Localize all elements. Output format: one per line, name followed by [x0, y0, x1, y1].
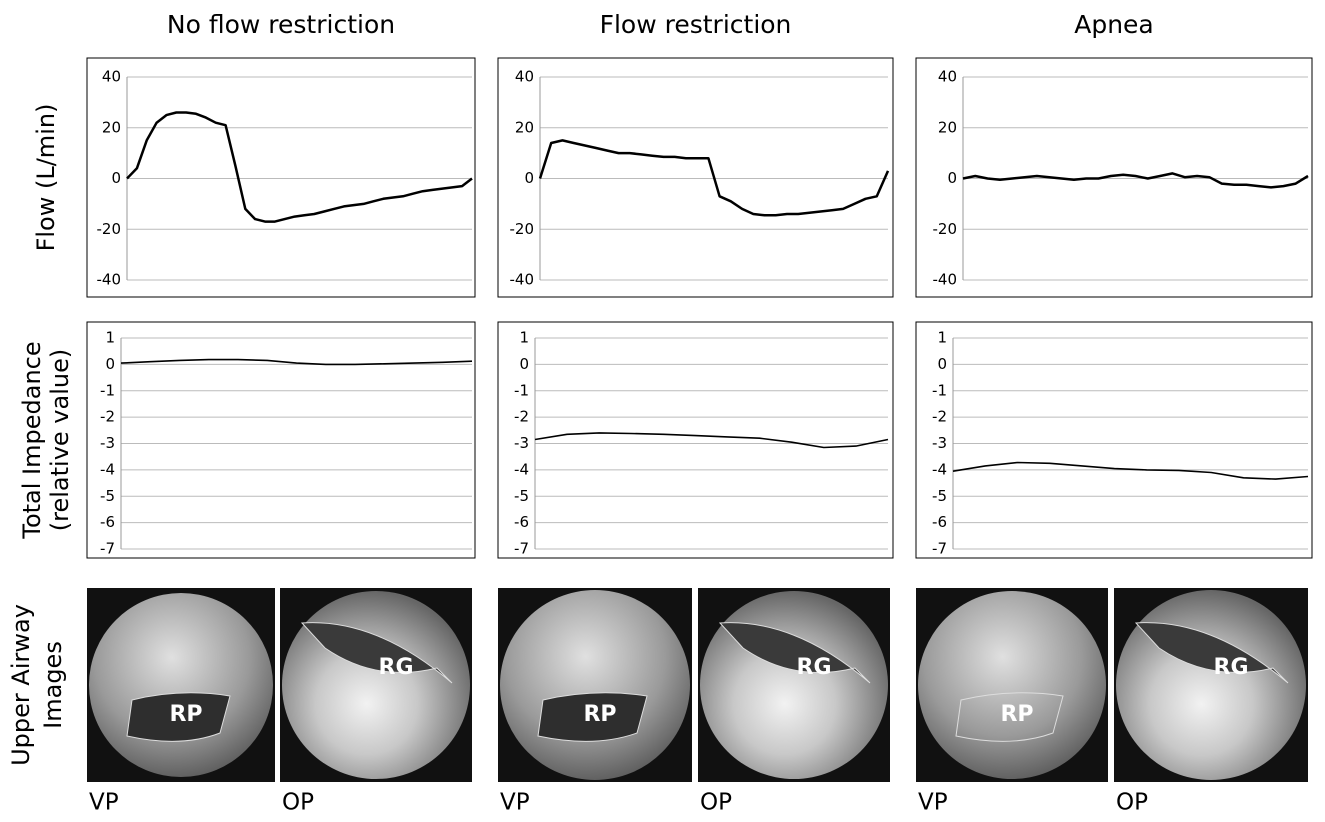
- endoscopic-view: [89, 593, 273, 777]
- column-title: Flow restriction: [600, 10, 792, 39]
- region-label: RP: [169, 702, 202, 727]
- y-axis-label: (relative value): [46, 349, 74, 531]
- airway-outline: [300, 622, 453, 684]
- chart-frame: [915, 321, 1313, 559]
- y-tick-label: -6: [100, 513, 115, 531]
- y-tick-label: -1: [932, 381, 947, 399]
- chart-frame: [497, 57, 894, 298]
- flow-line: [120, 358, 473, 366]
- y-tick-label: 20: [515, 118, 534, 136]
- y-tick-label: 20: [938, 118, 957, 136]
- y-tick-label: 1: [105, 329, 115, 347]
- region-label: RP: [583, 702, 616, 727]
- y-tick-label: 40: [938, 68, 957, 86]
- y-tick-label: 0: [111, 169, 121, 187]
- y-tick-label: -4: [100, 460, 115, 478]
- y-tick-label: -7: [932, 540, 947, 558]
- y-tick-label: -6: [932, 513, 947, 531]
- view-caption: VP: [918, 790, 948, 816]
- y-tick-label: -6: [514, 513, 529, 531]
- y-tick-label: -40: [97, 271, 122, 289]
- view-caption: VP: [500, 790, 530, 816]
- y-axis-label: Flow (L/min): [32, 104, 60, 252]
- endoscopic-view: [700, 591, 888, 779]
- images-label: Images: [39, 641, 67, 729]
- airway-outline: [955, 692, 1064, 742]
- endoscopic-view: [1116, 590, 1306, 780]
- chart-frame: [915, 57, 1313, 298]
- y-tick-label: -20: [510, 220, 535, 238]
- column-title: No flow restriction: [167, 10, 395, 39]
- chart-frame: [497, 321, 894, 559]
- flow-line: [962, 172, 1309, 189]
- y-tick-label: -7: [514, 540, 529, 558]
- endoscopic-view: [918, 591, 1106, 779]
- y-tick-label: -3: [932, 434, 947, 452]
- y-tick-label: -1: [100, 381, 115, 399]
- y-tick-label: 0: [947, 169, 957, 187]
- flow-line: [534, 432, 889, 449]
- images-label: Upper Airway: [7, 604, 35, 766]
- flow-line: [538, 139, 890, 217]
- y-tick-label: -3: [514, 434, 529, 452]
- y-tick-label: -20: [933, 220, 958, 238]
- y-tick-label: -2: [932, 408, 947, 426]
- y-tick-label: 40: [515, 68, 534, 86]
- y-tick-label: 1: [519, 329, 529, 347]
- flow-line: [952, 461, 1309, 480]
- view-caption: OP: [282, 790, 314, 816]
- y-tick-label: -5: [100, 487, 115, 505]
- airway-outline: [126, 692, 231, 742]
- y-axis-label: Total Impedance: [18, 341, 46, 539]
- y-tick-label: -2: [514, 408, 529, 426]
- airway-outline: [537, 692, 648, 742]
- y-tick-label: 0: [519, 355, 529, 373]
- view-caption: VP: [89, 790, 119, 816]
- y-tick-label: -7: [100, 540, 115, 558]
- y-tick-label: 1: [937, 329, 947, 347]
- y-tick-label: -20: [97, 220, 122, 238]
- y-tick-label: 0: [105, 355, 115, 373]
- y-tick-label: -40: [933, 271, 958, 289]
- y-tick-label: -2: [100, 408, 115, 426]
- y-tick-label: -4: [514, 460, 529, 478]
- region-label: RG: [797, 655, 832, 680]
- y-tick-label: -5: [932, 487, 947, 505]
- chart-frame: [86, 321, 476, 559]
- y-tick-label: 20: [102, 118, 121, 136]
- region-label: RG: [379, 655, 414, 680]
- region-label: RG: [1214, 655, 1249, 680]
- y-tick-label: -5: [514, 487, 529, 505]
- airway-outline: [718, 622, 871, 684]
- y-tick-label: 40: [102, 68, 121, 86]
- y-tick-label: -40: [510, 271, 535, 289]
- y-tick-label: -3: [100, 434, 115, 452]
- endoscopic-view: [500, 590, 690, 780]
- view-caption: OP: [1116, 790, 1148, 816]
- region-label: RP: [1000, 702, 1033, 727]
- y-tick-label: -1: [514, 381, 529, 399]
- y-tick-label: 0: [524, 169, 534, 187]
- column-title: Apnea: [1074, 10, 1154, 39]
- y-tick-label: -4: [932, 460, 947, 478]
- flow-line: [126, 111, 473, 223]
- airway-outline: [1134, 622, 1289, 684]
- endoscopic-view: [282, 591, 470, 779]
- y-tick-label: 0: [937, 355, 947, 373]
- chart-frame: [86, 57, 476, 298]
- view-caption: OP: [700, 790, 732, 816]
